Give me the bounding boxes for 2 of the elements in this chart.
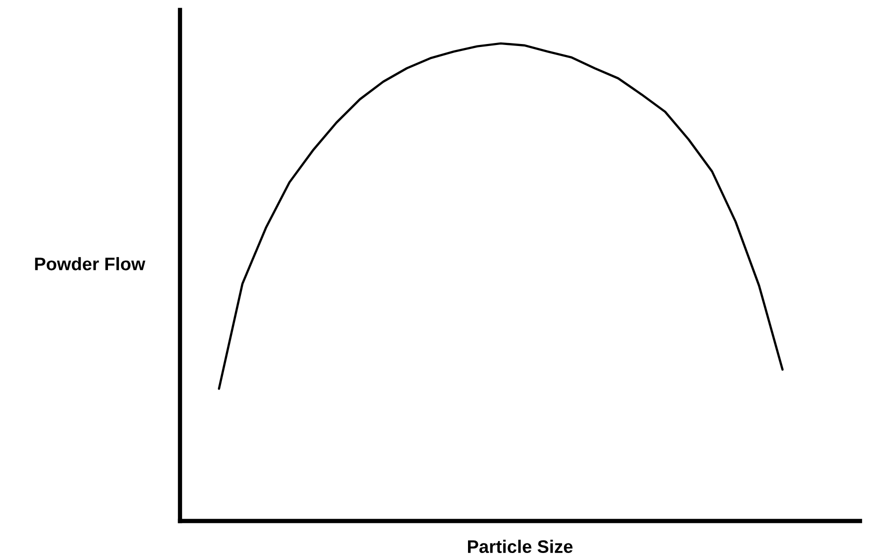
x-axis-title: Particle Size <box>468 540 573 554</box>
y-axis-title: Powder Flow <box>35 257 146 270</box>
